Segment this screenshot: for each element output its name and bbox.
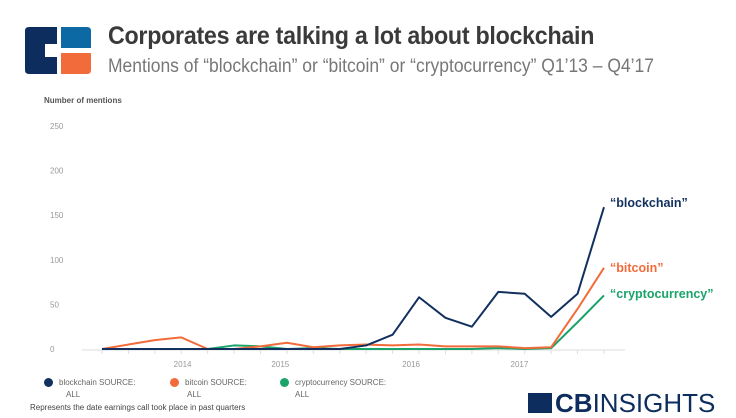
series-line-blockchain — [102, 207, 604, 349]
x-tick-label: 2015 — [271, 360, 289, 369]
legend-item-blockchain[interactable]: blockchain SOURCE: ALL — [44, 377, 135, 401]
legend-dot-bitcoin — [170, 378, 179, 387]
x-tick-label: 2014 — [174, 360, 192, 369]
legend-sublabel: ALL — [187, 390, 201, 399]
series-label-cryptocurrency: “cryptocurrency” — [610, 287, 714, 301]
series-line-cryptocurrency — [102, 295, 604, 349]
x-tick-label: 2016 — [402, 360, 420, 369]
brand-insights: INSIGHTS — [593, 388, 716, 418]
series-label-blockchain: “blockchain” — [610, 196, 688, 210]
series-line-bitcoin — [102, 268, 604, 349]
legend-sublabel: ALL — [295, 390, 309, 399]
cb-insights-mark-icon — [528, 393, 552, 413]
brand-cb: CB — [555, 388, 593, 418]
y-tick-label: 200 — [50, 167, 64, 176]
legend-label: bitcoin SOURCE: — [185, 378, 247, 387]
legend-item-bitcoin[interactable]: bitcoin SOURCE: ALL — [170, 377, 247, 401]
cb-insights-wordmark: CBINSIGHTS — [528, 390, 715, 416]
x-tick-label: 2017 — [511, 360, 529, 369]
y-tick-label: 250 — [50, 122, 64, 131]
series-label-bitcoin: “bitcoin” — [610, 261, 663, 275]
y-tick-label: 150 — [50, 211, 64, 220]
legend-label: blockchain SOURCE: — [59, 378, 135, 387]
legend-dot-blockchain — [44, 378, 53, 387]
y-tick-label: 0 — [50, 345, 55, 354]
legend-item-cryptocurrency[interactable]: cryptocurrency SOURCE: ALL — [280, 377, 386, 401]
legend-dot-cryptocurrency — [280, 378, 289, 387]
legend-label: cryptocurrency SOURCE: — [295, 378, 386, 387]
y-tick-label: 100 — [50, 256, 64, 265]
legend-sublabel: ALL — [66, 390, 80, 399]
y-tick-label: 50 — [50, 300, 59, 309]
footnote: Represents the date earnings call took p… — [30, 403, 245, 413]
